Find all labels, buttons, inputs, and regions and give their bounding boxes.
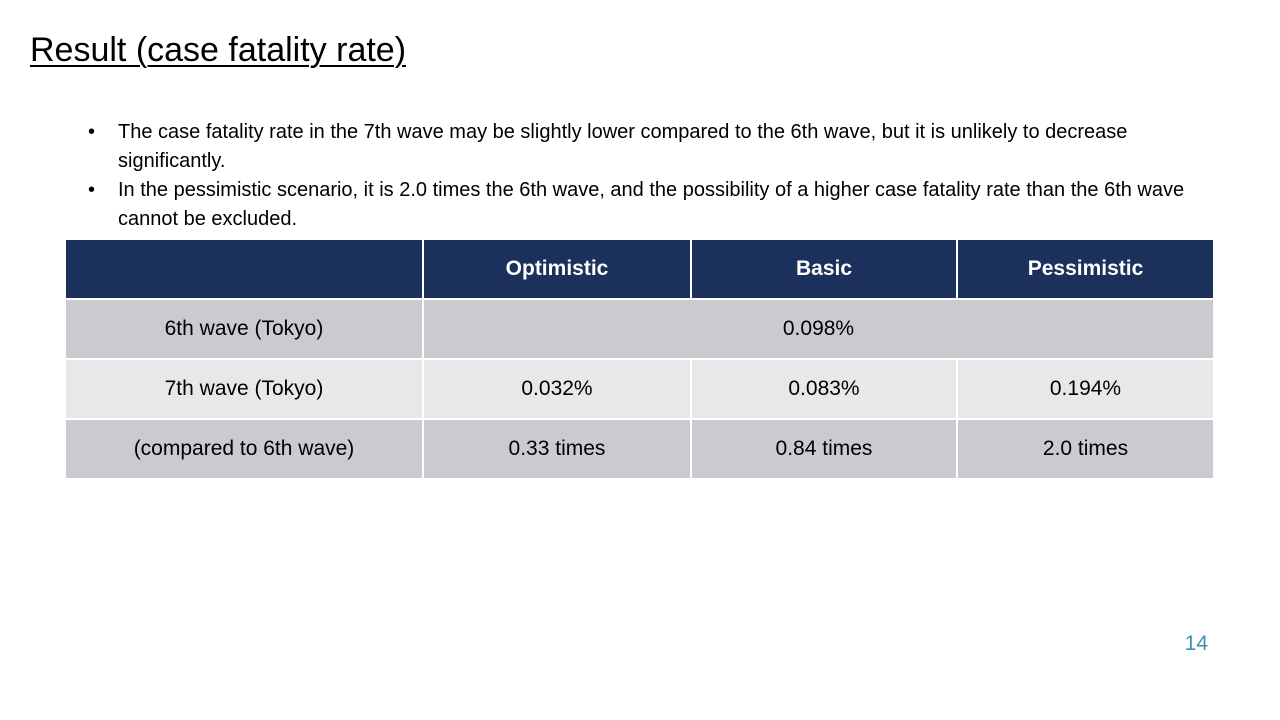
- bullet-symbol: •: [88, 121, 96, 143]
- header-cell-empty: [66, 240, 424, 300]
- value-cell-basic: 0.84 times: [690, 418, 958, 478]
- bullet-symbol: •: [88, 179, 96, 201]
- bullet-list: • The case fatality rate in the 7th wave…: [88, 118, 1208, 234]
- value-cell-optimistic: 0.33 times: [422, 418, 692, 478]
- slide-title: Result (case fatality rate): [30, 31, 407, 69]
- table-header-row: Optimistic Basic Pessimistic: [66, 240, 1213, 300]
- value-cell-optimistic: 0.032%: [422, 358, 692, 420]
- header-cell-optimistic: Optimistic: [422, 240, 692, 300]
- results-table: Optimistic Basic Pessimistic 6th wave (T…: [66, 240, 1213, 478]
- merged-value-cell: 0.098%: [422, 298, 1213, 360]
- row-label: 6th wave (Tokyo): [66, 298, 424, 360]
- value-cell-basic: 0.083%: [690, 358, 958, 420]
- bullet-item: • In the pessimistic scenario, it is 2.0…: [88, 176, 1208, 234]
- value-cell-pessimistic: 0.194%: [956, 358, 1213, 420]
- table-row: (compared to 6th wave) 0.33 times 0.84 t…: [66, 418, 1213, 478]
- bullet-text: In the pessimistic scenario, it is 2.0 t…: [118, 179, 1185, 230]
- row-label: 7th wave (Tokyo): [66, 358, 424, 420]
- row-label: (compared to 6th wave): [66, 418, 424, 478]
- value-cell-pessimistic: 2.0 times: [956, 418, 1213, 478]
- table-row: 6th wave (Tokyo) 0.098%: [66, 298, 1213, 360]
- header-cell-basic: Basic: [690, 240, 958, 300]
- page-number: 14: [1184, 632, 1208, 655]
- header-cell-pessimistic: Pessimistic: [956, 240, 1213, 300]
- bullet-item: • The case fatality rate in the 7th wave…: [88, 118, 1208, 176]
- bullet-text: The case fatality rate in the 7th wave m…: [118, 121, 1128, 172]
- table-row: 7th wave (Tokyo) 0.032% 0.083% 0.194%: [66, 358, 1213, 420]
